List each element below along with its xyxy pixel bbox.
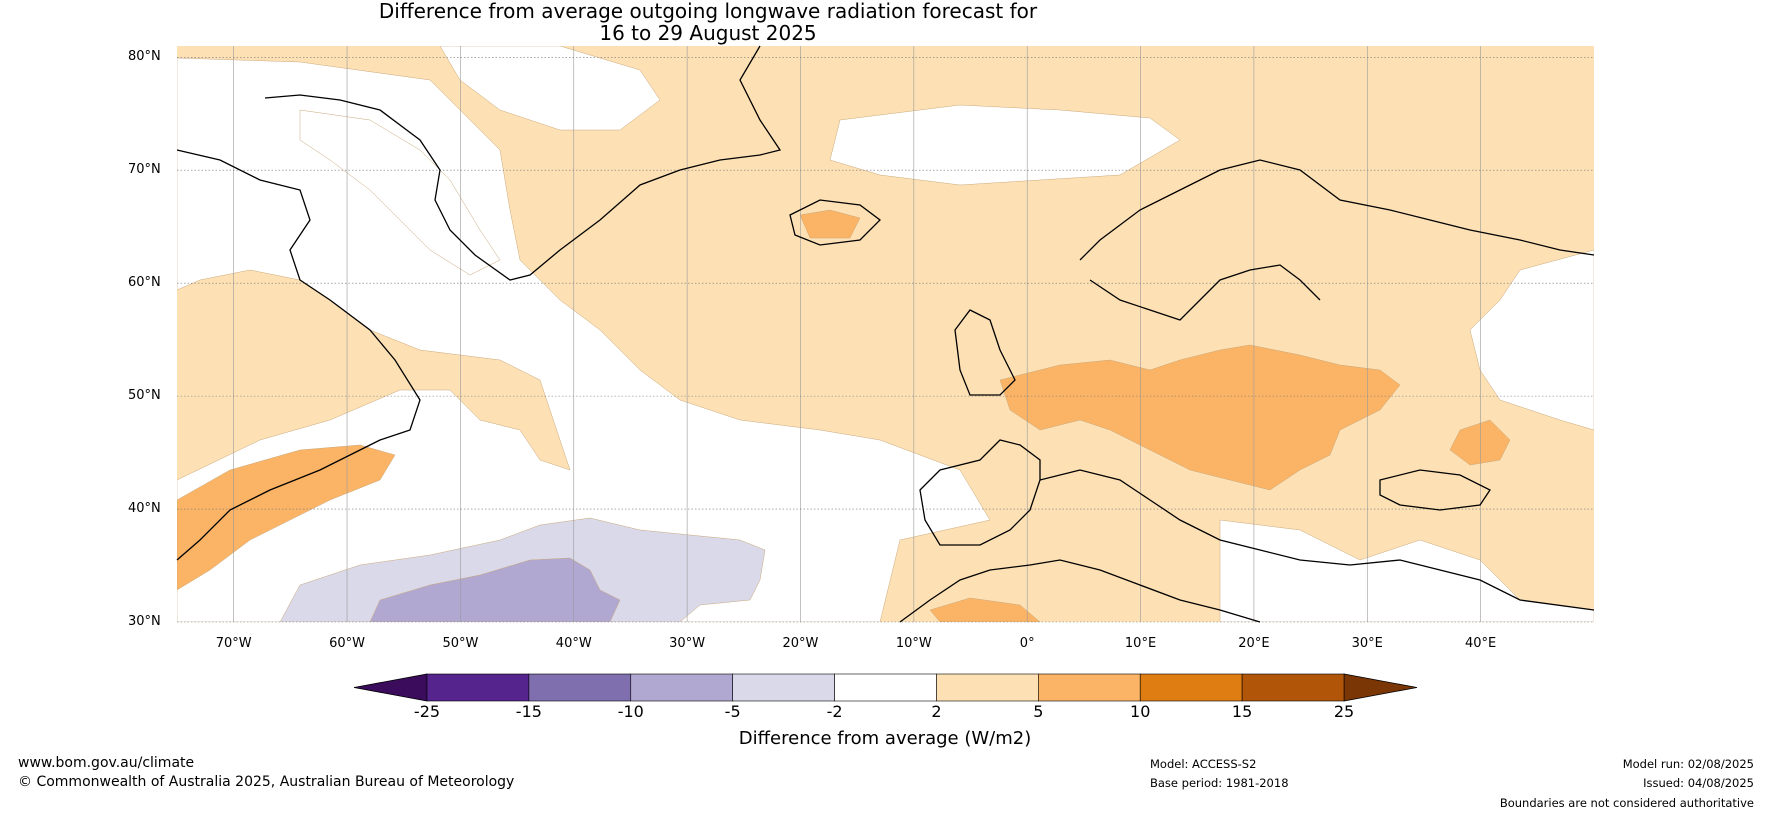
colorbar-segment [732, 673, 835, 702]
colorbar-segment [1241, 673, 1345, 702]
colorbar-segment [936, 673, 1039, 702]
colorbar [353, 673, 1418, 702]
colorbar-tick-label: -10 [617, 702, 644, 721]
colorbar-tick-label: 2 [931, 702, 942, 721]
chart-title-line2: 16 to 29 August 2025 [599, 21, 817, 45]
base-period: Base period: 1981-2018 [1150, 776, 1289, 790]
longitude-label: 30°W [669, 636, 706, 651]
colorbar-segment [426, 673, 530, 702]
issued-date: Issued: 04/08/2025 [1643, 776, 1754, 790]
colorbar-high-extension [1343, 673, 1418, 702]
longitude-label: 50°W [442, 636, 479, 651]
colorbar-segment [1139, 673, 1243, 702]
negative-anomaly-region-strong [369, 557, 621, 622]
longitude-label: 30°E [1351, 636, 1383, 651]
longitude-label: 60°W [329, 636, 365, 651]
latitude-label: 80°N [128, 49, 161, 65]
longitude-label: 20°W [782, 636, 819, 651]
latitude-label: 30°N [128, 614, 161, 629]
longitude-label: 10°W [895, 636, 932, 651]
colorbar-tick-label: 5 [1033, 702, 1044, 721]
africa-coast [899, 559, 1261, 623]
positive-anomaly-region-europe [999, 344, 1401, 491]
colorbar-segment [1038, 673, 1141, 702]
boundaries-disclaimer: Boundaries are not considered authoritat… [1499, 796, 1754, 810]
coastlines [176, 45, 1595, 623]
colorbar-tick-label: 10 [1130, 702, 1151, 721]
europe-coast [1079, 159, 1595, 261]
colorbar-tick-label: -5 [724, 702, 741, 721]
colorbar-tick-label: -15 [515, 702, 542, 721]
latitude-label: 60°N [128, 275, 161, 291]
copyright-text: © Commonwealth of Australia 2025, Austra… [18, 774, 515, 790]
colorbar-tick-label: -25 [413, 702, 441, 721]
longitude-label: 40°E [1464, 636, 1497, 651]
colorbar-segment [834, 673, 937, 702]
near-average-region-north [439, 46, 661, 131]
iberia-coast [919, 439, 1041, 546]
colorbar-tick-label: 25 [1333, 702, 1355, 721]
longitude-label: 10°E [1124, 636, 1157, 651]
latitude-label: 40°N [128, 501, 161, 517]
greenland-coast [264, 45, 782, 281]
latitude-label: 70°N [128, 162, 161, 178]
website-link[interactable]: www.bom.gov.au/climate [18, 755, 195, 771]
graticule [177, 46, 1594, 623]
longitude-label: 0° [1019, 636, 1035, 651]
positive-anomaly-region-northamerica [177, 444, 396, 591]
colorbar-tick-label: 15 [1231, 702, 1253, 721]
near-average-region-east [1469, 249, 1594, 431]
positive-anomaly-region-africa [929, 597, 1041, 622]
uk-coast [954, 309, 1016, 396]
map-frame [177, 46, 1594, 622]
colorbar-segment [528, 673, 632, 702]
chart-title-line1: Difference from average outgoing longwav… [378, 0, 1038, 23]
positive-anomaly-region-caspian [1449, 419, 1511, 466]
latitude-label: 50°N [128, 388, 161, 404]
longitude-label: 20°E [1238, 636, 1270, 651]
model-run-date: Model run: 02/08/2025 [1622, 757, 1754, 771]
mediterranean-coast [1039, 469, 1595, 611]
northamerica-coast [176, 149, 421, 561]
near-average-region-southeast [1219, 519, 1594, 622]
iceland-coast [789, 199, 881, 246]
near-average-region-greenland [299, 109, 501, 276]
colorbar-low-extension [353, 673, 428, 702]
model-name: Model: ACCESS-S2 [1150, 757, 1257, 771]
colorbar-tick-label: -2 [826, 702, 843, 721]
colorbar-label: Difference from average (W/m2) [738, 728, 1032, 749]
positive-anomaly-region-iceland [799, 209, 861, 239]
longitude-label: 70°W [215, 636, 252, 651]
blacksea-coast [1379, 469, 1491, 511]
longitude-label: 40°W [555, 636, 592, 651]
scandinavia-coast [1089, 264, 1321, 321]
colorbar-segment [630, 673, 733, 702]
